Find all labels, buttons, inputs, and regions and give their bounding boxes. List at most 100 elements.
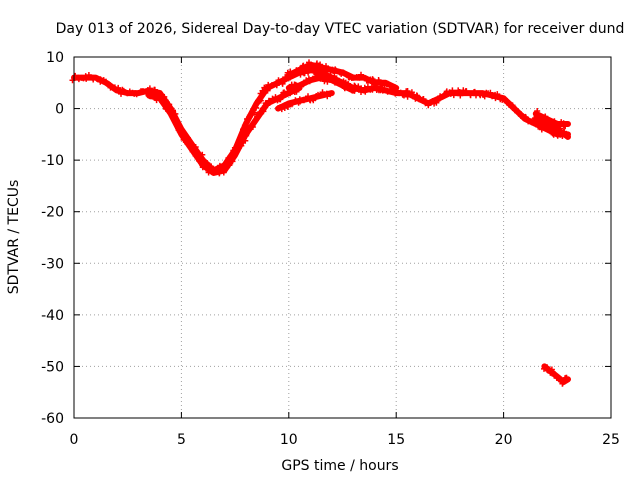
data-point-marker: [118, 90, 124, 97]
data-point-marker: [549, 127, 556, 134]
data-point-marker: [161, 97, 167, 104]
data-point-marker: [361, 84, 368, 91]
data-point-marker: [551, 123, 558, 130]
data-point-marker: [264, 87, 271, 94]
data-point-marker: [332, 66, 339, 73]
data-point-marker: [550, 131, 557, 138]
x-tick-label: 15: [387, 432, 405, 448]
data-point-marker: [251, 109, 257, 116]
data-point-marker: [106, 81, 113, 88]
data-point-marker: [199, 151, 206, 158]
data-point-marker: [249, 124, 256, 130]
data-point-marker: [449, 87, 456, 94]
data-point-marker: [404, 93, 411, 100]
series-branch-mid-upper: [285, 72, 357, 94]
series-line: [71, 66, 571, 174]
data-point-marker: [238, 142, 245, 149]
data-point-marker: [333, 67, 340, 74]
data-point-marker: [285, 103, 291, 110]
data-point-marker: [279, 79, 286, 86]
data-point-marker: [319, 75, 326, 82]
series-branch-mid: [275, 89, 335, 113]
tick-label-layer: 0 5 10 15 20 25 -60 -50 -40 -30 -20 -10 0 10: [41, 50, 620, 448]
data-point-marker: [278, 106, 285, 113]
data-point-marker: [547, 369, 554, 376]
chart-title: Day 013 of 2026, Sidereal Day-to-day VTE…: [56, 21, 625, 37]
data-point-marker: [305, 93, 311, 100]
data-point-marker: [278, 94, 284, 101]
data-point-marker: [230, 152, 237, 159]
data-point-marker: [290, 72, 297, 79]
data-point-marker: [260, 108, 267, 115]
x-tick-label: 5: [177, 432, 186, 448]
data-point-marker: [89, 74, 96, 81]
data-point-marker: [169, 111, 176, 118]
series-outlier-segment: [541, 363, 571, 387]
data-point-marker: [487, 89, 494, 96]
data-point-marker: [560, 378, 567, 385]
data-point-marker: [196, 157, 203, 164]
data-point-marker: [259, 105, 266, 112]
data-point-marker: [194, 154, 201, 161]
data-point-marker: [293, 67, 300, 74]
data-point-marker: [146, 85, 153, 92]
data-point-marker: [436, 95, 443, 102]
data-point-marker: [242, 137, 249, 144]
data-point-marker: [83, 75, 90, 82]
data-point-marker: [307, 77, 314, 84]
series-branch-lower: [146, 84, 303, 177]
data-point-marker: [153, 97, 160, 104]
y-tick-label: -60: [41, 411, 64, 427]
data-point-marker: [254, 111, 261, 118]
y-tick-label: -10: [41, 153, 64, 169]
data-point-marker: [534, 108, 541, 114]
data-point-marker: [300, 62, 307, 69]
y-tick-label: -20: [41, 205, 64, 221]
data-point-marker: [351, 82, 358, 89]
x-tick-label: 20: [495, 432, 513, 448]
y-tick-label: 10: [46, 50, 64, 66]
data-point-marker: [532, 115, 538, 122]
series-branch-upper: [284, 59, 400, 91]
data-point-marker: [174, 119, 181, 126]
data-point-marker: [235, 144, 241, 151]
x-tick-label: 25: [602, 432, 620, 448]
data-point-marker: [245, 125, 252, 132]
data-point-marker: [358, 71, 364, 78]
data-point-marker: [180, 136, 187, 143]
data-point-marker: [216, 162, 223, 169]
data-point-marker: [560, 128, 567, 135]
data-point-marker: [220, 169, 227, 176]
data-point-marker: [420, 96, 427, 102]
data-point-marker: [391, 84, 398, 91]
data-point-marker: [272, 94, 279, 101]
data-point-marker: [304, 65, 311, 72]
data-point-marker: [251, 118, 258, 125]
data-point-marker: [471, 88, 478, 95]
data-point-marker: [151, 86, 158, 93]
y-tick-label: -30: [41, 256, 64, 272]
data-point-marker: [512, 105, 519, 112]
y-tick-label: -40: [41, 308, 64, 324]
data-point-marker: [184, 140, 191, 147]
data-point-marker: [253, 104, 259, 111]
data-point-marker: [133, 91, 140, 98]
data-point-marker: [203, 164, 210, 171]
data-point-marker: [457, 92, 464, 99]
data-point-marker: [562, 123, 569, 130]
data-point-marker: [188, 145, 195, 152]
data-point-marker: [336, 78, 343, 85]
y-tick-label: 0: [55, 102, 64, 118]
data-point-marker: [557, 125, 564, 132]
data-point-marker: [542, 113, 549, 120]
x-tick-label: 0: [70, 432, 79, 448]
data-point-marker: [166, 106, 173, 113]
data-point-marker: [494, 91, 501, 98]
data-point-marker: [509, 102, 516, 109]
data-point-marker: [288, 85, 294, 92]
data-point-marker: [504, 98, 511, 104]
data-point-marker: [246, 112, 253, 119]
data-point-marker: [273, 82, 280, 89]
data-point-marker: [298, 82, 305, 89]
